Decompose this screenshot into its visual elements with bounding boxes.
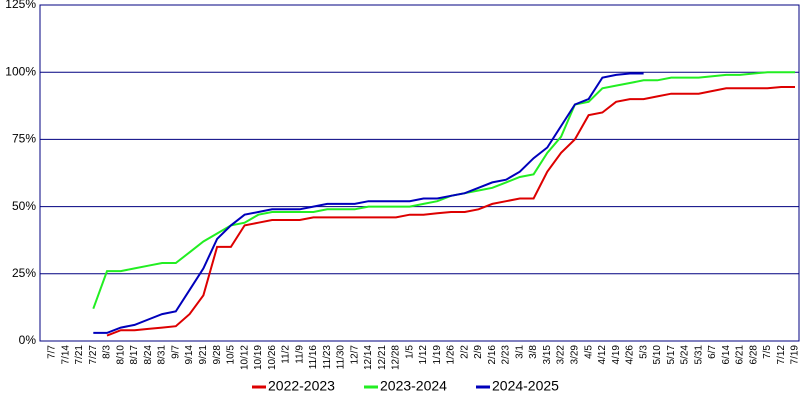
x-tick-label: 10/19 xyxy=(253,345,264,370)
x-tick-label: 7/5 xyxy=(762,345,773,359)
x-tick-label: 11/16 xyxy=(308,345,319,370)
x-tick-label: 2/2 xyxy=(459,345,470,359)
y-tick-label: 25% xyxy=(12,266,36,280)
x-tick-label: 4/19 xyxy=(611,345,622,365)
x-tick-label: 7/27 xyxy=(88,345,99,365)
x-tick-label: 11/23 xyxy=(322,345,333,370)
x-tick-label: 11/2 xyxy=(281,345,292,364)
x-tick-label: 8/10 xyxy=(115,345,126,365)
x-tick-label: 2/23 xyxy=(501,345,512,365)
x-tick-label: 12/7 xyxy=(349,345,360,365)
x-tick-label: 4/5 xyxy=(583,345,594,359)
x-tick-label: 1/12 xyxy=(418,345,429,365)
x-tick-label: 11/30 xyxy=(336,345,347,370)
x-tick-label: 5/3 xyxy=(638,345,649,359)
x-tick-label: 10/26 xyxy=(267,345,278,370)
x-tick-label: 7/12 xyxy=(776,345,787,365)
x-tick-label: 3/29 xyxy=(569,345,580,365)
plot-frame xyxy=(39,4,800,342)
x-tick-label: 7/19 xyxy=(790,345,800,365)
x-tick-label: 11/9 xyxy=(294,345,305,364)
legend-label: 2024-2025 xyxy=(492,378,559,394)
x-tick-label: 4/26 xyxy=(625,345,636,365)
x-tick-label: 6/7 xyxy=(707,345,718,359)
x-tick-label: 2/9 xyxy=(473,345,484,359)
x-tick-label: 12/28 xyxy=(391,345,402,370)
x-tick-label: 1/19 xyxy=(432,345,443,365)
x-tick-label: 5/10 xyxy=(652,345,663,365)
x-tick-label: 9/14 xyxy=(184,345,195,365)
x-tick-label: 7/21 xyxy=(74,345,85,365)
x-tick-label: 1/5 xyxy=(404,345,415,359)
x-tick-label: 5/24 xyxy=(680,345,691,365)
y-tick-label: 50% xyxy=(12,199,36,213)
x-tick-label: 3/15 xyxy=(542,345,553,365)
y-tick-label: 125% xyxy=(5,0,36,11)
x-tick-label: 12/21 xyxy=(377,345,388,370)
x-tick-label: 3/8 xyxy=(528,345,539,359)
x-tick-label: 3/1 xyxy=(514,345,525,359)
x-tick-label: 10/12 xyxy=(239,345,250,370)
x-tick-label: 12/14 xyxy=(363,345,374,370)
x-tick-label: 3/22 xyxy=(556,345,567,365)
x-tick-label: 10/5 xyxy=(226,345,237,365)
x-tick-label: 1/26 xyxy=(446,345,457,365)
x-tick-label: 6/14 xyxy=(721,345,732,365)
y-tick-label: 0% xyxy=(19,333,37,347)
series-line xyxy=(92,71,795,310)
x-tick-label: 8/24 xyxy=(143,345,154,365)
series-line xyxy=(106,86,795,337)
x-tick-label: 9/7 xyxy=(170,345,181,359)
legend-label: 2022-2023 xyxy=(268,378,335,394)
y-tick-label: 75% xyxy=(12,132,36,146)
x-tick-label: 8/31 xyxy=(157,345,168,365)
x-tick-label: 2/16 xyxy=(487,345,498,365)
x-tick-label: 7/7 xyxy=(47,345,58,359)
x-tick-label: 7/14 xyxy=(60,345,71,365)
x-tick-label: 8/3 xyxy=(102,345,113,359)
x-tick-label: 9/21 xyxy=(198,345,209,365)
x-tick-label: 5/31 xyxy=(693,345,704,365)
x-tick-label: 6/28 xyxy=(748,345,759,365)
series-line xyxy=(93,72,644,334)
legend-label: 2023-2024 xyxy=(380,378,447,394)
x-tick-label: 5/17 xyxy=(666,345,677,365)
x-tick-label: 9/28 xyxy=(212,345,223,365)
x-tick-label: 6/21 xyxy=(735,345,746,365)
y-tick-label: 100% xyxy=(5,64,36,78)
x-tick-label: 8/17 xyxy=(129,345,140,365)
x-tick-label: 4/12 xyxy=(597,345,608,365)
